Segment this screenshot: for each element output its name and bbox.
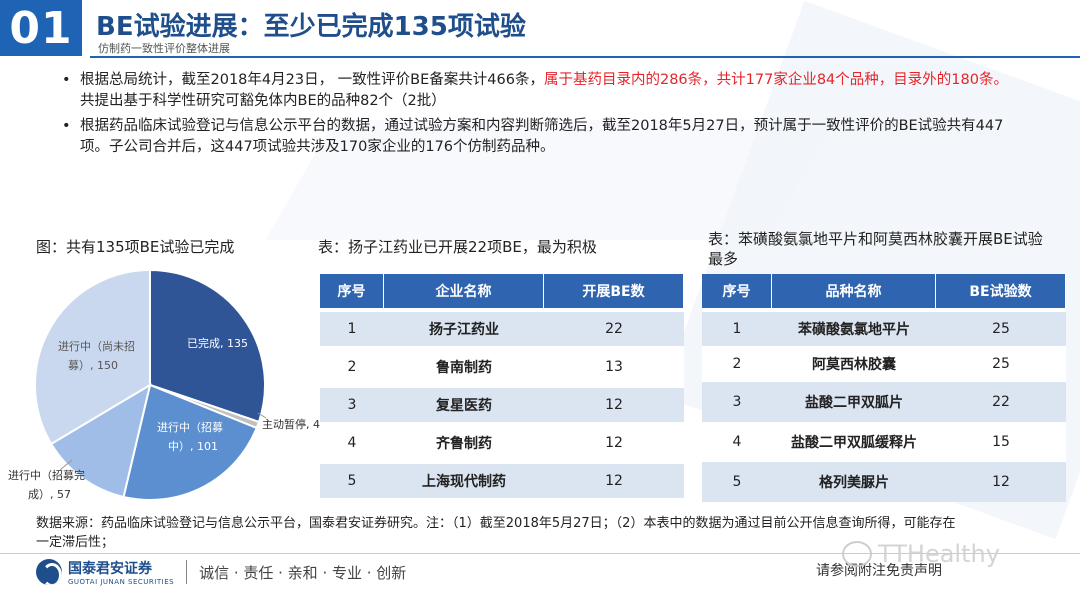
logo-english-name: GUOTAI JUNAN SECURITIES	[68, 578, 175, 586]
footer-divider	[0, 553, 1080, 554]
pie-label-paused: 主动暂停, 4	[262, 417, 320, 431]
bullet-item-2: 根据药品临床试验登记与信息公示平台的数据，通过试验方案和内容判断筛选后，截至20…	[62, 116, 1022, 158]
table1-cell-index: 3	[320, 388, 384, 422]
pie-label-notyet-2: 募）, 150	[68, 359, 118, 372]
bullet-item-1: 根据总局统计，截至2018年4月23日， 一致性评价BE备案共计466条，属于基…	[62, 70, 1022, 112]
bullet-2-text: 根据药品临床试验登记与信息公示平台的数据，通过试验方案和内容判断筛选后，截至20…	[80, 118, 1004, 155]
logo-chinese-name: 国泰君安证券	[68, 561, 152, 577]
table-row: 1 苯磺酸氨氯地平片 25	[702, 312, 1066, 346]
wechat-icon	[842, 541, 872, 567]
table2-header-row: 序号 品种名称 BE试验数	[702, 274, 1066, 308]
section-number: 01	[0, 0, 82, 56]
table-row: 2 阿莫西林胶囊 25	[702, 346, 1066, 382]
disclaimer-text: 请参阅附注免责声明	[816, 563, 942, 579]
table1-cell-count: 12	[544, 464, 684, 498]
table-row: 1 扬子江药业 22	[320, 312, 684, 346]
table-row: 3 复星医药 12	[320, 388, 684, 422]
table2-cell-name: 苯磺酸氨氯地平片	[772, 312, 936, 346]
table2-cell-index: 1	[702, 312, 772, 346]
company-slogan: 诚信 · 责任 · 亲和 · 专业 · 创新	[199, 563, 407, 582]
table1-cell-name: 齐鲁制药	[384, 422, 544, 464]
bullet-1-text: 根据总局统计，截至2018年4月23日， 一致性评价BE备案共计466条，	[80, 72, 544, 88]
pie-label-recruiting-2: 中）, 101	[168, 440, 218, 453]
page-subtitle: 仿制药一致性评价整体进展	[98, 42, 230, 55]
table2-cell-index: 4	[702, 422, 772, 462]
table2-cell-count: 12	[936, 462, 1066, 502]
table2-cell-count: 15	[936, 422, 1066, 462]
table1-cell-count: 22	[544, 312, 684, 346]
table1-header-row: 序号 企业名称 开展BE数	[320, 274, 684, 308]
pie-slice-3	[49, 382, 152, 499]
table1-header-index: 序号	[320, 274, 384, 308]
table-row: 4 齐鲁制药 12	[320, 422, 684, 464]
table1-cell-name: 复星医药	[384, 388, 544, 422]
table1-header-count: 开展BE数	[544, 274, 684, 308]
table-row: 2 鲁南制药 13	[320, 346, 684, 388]
bullet-1-text-end: 共提出基于科学性研究可豁免体内BE的品种82个（2批）	[80, 93, 446, 109]
pie-label-recruited-1: 进行中（招募完	[8, 468, 85, 482]
table-row: 3 盐酸二甲双胍片 22	[702, 382, 1066, 422]
table2-cell-name: 盐酸二甲双胍片	[772, 382, 936, 422]
pie-label-recruited-2: 成）, 57	[28, 488, 71, 501]
table2-cell-index: 5	[702, 462, 772, 502]
pie-label-completed: 已完成, 135	[187, 336, 248, 350]
company-logo: 国泰君安证券 GUOTAI JUNAN SECURITIES 诚信 · 责任 ·…	[36, 558, 406, 586]
pie-slice-4	[34, 268, 151, 446]
pie-label-recruiting-1: 进行中（招募	[157, 420, 223, 434]
table1-caption: 表：扬子江药业已开展22项BE，最为积极	[318, 238, 597, 256]
table2-cell-index: 2	[702, 346, 772, 382]
table1-header-name: 企业名称	[384, 274, 544, 308]
table2-cell-count: 25	[936, 346, 1066, 382]
table-row: 5 格列美脲片 12	[702, 462, 1066, 502]
page-title: BE试验进展：至少已完成135项试验	[96, 12, 526, 42]
table2-cell-count: 22	[936, 382, 1066, 422]
table1-cell-index: 5	[320, 464, 384, 498]
table2-cell-name: 盐酸二甲双胍缓释片	[772, 422, 936, 462]
table2-header-name: 品种名称	[772, 274, 936, 308]
table1-cell-name: 鲁南制药	[384, 346, 544, 388]
table2-header-index: 序号	[702, 274, 772, 308]
pie-chart: 已完成, 135 主动暂停, 4 进行中（招募 中）, 101 进行中（招募完 …	[0, 258, 320, 508]
table1-cell-count: 12	[544, 388, 684, 422]
data-source-note: 数据来源：药品临床试验登记与信息公示平台，国泰君安证券研究。注：（1）截至201…	[36, 516, 956, 550]
title-divider	[90, 56, 1080, 58]
pie-slice-2	[122, 383, 258, 501]
table1-cell-count: 12	[544, 422, 684, 464]
bullet-list: 根据总局统计，截至2018年4月23日， 一致性评价BE备案共计466条，属于基…	[62, 70, 1022, 162]
table-row: 5 上海现代制药 12	[320, 464, 684, 498]
pie-label-notyet-1: 进行中（尚未招	[58, 339, 135, 353]
table1-cell-index: 4	[320, 422, 384, 464]
table2-cell-count: 25	[936, 312, 1066, 346]
bullet-1-highlight: 属于基药目录内的286条，共计177家企业84个品种，目录外的180条。	[543, 72, 1008, 88]
table2-caption: 表：苯磺酸氨氯地平片和阿莫西林胶囊开展BE试验最多	[708, 230, 1043, 268]
table2-cell-index: 3	[702, 382, 772, 422]
watermark-text: TTHealthy	[878, 540, 1000, 568]
table1-cell-count: 13	[544, 346, 684, 388]
watermark: TTHealthy	[842, 540, 1000, 568]
table1-cell-name: 上海现代制药	[384, 464, 544, 498]
table2-header-count: BE试验数	[936, 274, 1066, 308]
enterprise-table: 序号 企业名称 开展BE数 1 扬子江药业 22 2 鲁南制药 13 3 复星医…	[320, 274, 684, 498]
chart-caption: 图：共有135项BE试验已完成	[36, 238, 235, 256]
table-row: 4 盐酸二甲双胍缓释片 15	[702, 422, 1066, 462]
table2-cell-name: 阿莫西林胶囊	[772, 346, 936, 382]
logo-emblem-icon	[36, 559, 62, 585]
table2-cell-name: 格列美脲片	[772, 462, 936, 502]
table1-cell-index: 1	[320, 312, 384, 346]
pie-chart-svg: 已完成, 135 主动暂停, 4 进行中（招募 中）, 101 进行中（招募完 …	[8, 268, 320, 501]
variety-table: 序号 品种名称 BE试验数 1 苯磺酸氨氯地平片 25 2 阿莫西林胶囊 25 …	[702, 274, 1066, 502]
table1-cell-index: 2	[320, 346, 384, 388]
pie-slice-0	[149, 268, 266, 424]
table1-cell-name: 扬子江药业	[384, 312, 544, 346]
